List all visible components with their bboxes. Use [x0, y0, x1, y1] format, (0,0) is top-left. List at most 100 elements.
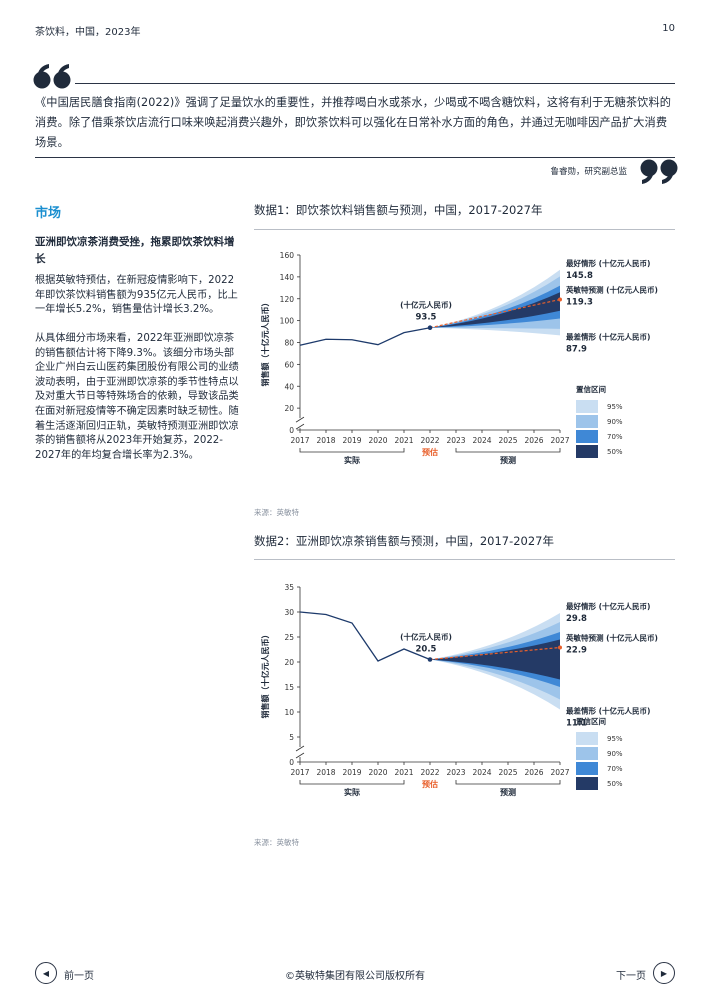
- x-tick-label: 2018: [316, 768, 335, 777]
- legend-label: 90%: [607, 418, 623, 426]
- actual-last-point: [427, 325, 433, 331]
- actual-bracket: [299, 780, 405, 785]
- scenario-label: 最好情形 (十亿元人民币): [566, 601, 650, 611]
- annotation-value: 20.5: [416, 645, 437, 655]
- quote-divider-bottom: [35, 157, 675, 158]
- scenario-label: 最好情形 (十亿元人民币): [566, 258, 650, 268]
- figure-1-divider: [254, 229, 675, 230]
- legend-label: 70%: [607, 433, 623, 441]
- y-tick-label: 100: [280, 317, 295, 326]
- forecast-central-line: [429, 646, 561, 661]
- body-paragraph: 根据英敏特预估，在新冠疫情影响下，2022年即饮茶饮料销售额为935亿元人民币，…: [35, 275, 238, 316]
- axis-break-mark: [295, 745, 305, 759]
- group-label-forecast: 预测: [500, 455, 516, 465]
- scenario-value: 87.9: [566, 344, 587, 354]
- open-quote-icon: [33, 64, 71, 89]
- legend-title: 置信区间: [576, 384, 606, 394]
- x-tick-label: 2027: [550, 768, 569, 777]
- prev-page-button[interactable]: ◀: [35, 962, 57, 984]
- x-tick-label: 2017: [290, 436, 309, 445]
- y-tick-label: 30: [284, 608, 294, 617]
- y-tick-label: 25: [284, 633, 294, 642]
- section-title: 市场: [35, 206, 62, 221]
- x-tick-label: 2024: [472, 436, 491, 445]
- group-label-estimate: 预估: [422, 447, 438, 457]
- close-quote-icon: [640, 159, 678, 184]
- section-subtitle: 亚洲即饮凉茶消费受挫，拖累即饮茶饮料增长: [35, 236, 235, 265]
- figure-1-title: 数据1：即饮茶饮料销售额与预测，中国，2017-2027年: [254, 203, 543, 217]
- actual-series-line: [299, 611, 431, 662]
- y-tick-label: 60: [284, 360, 294, 369]
- legend-label: 50%: [607, 780, 623, 788]
- legend-swatch: [576, 415, 598, 428]
- figure-2-divider: [254, 559, 675, 560]
- x-tick-label: 2019: [342, 768, 361, 777]
- legend-label: 70%: [607, 765, 623, 773]
- scenario-value: 22.9: [566, 646, 587, 656]
- group-label-forecast: 预测: [500, 787, 516, 797]
- legend-swatch: [576, 777, 598, 790]
- y-tick-label: 80: [284, 339, 294, 348]
- y-tick-label: 120: [280, 295, 295, 304]
- x-tick-label: 2026: [524, 768, 543, 777]
- legend-label: 50%: [607, 448, 623, 456]
- x-tick-label: 2019: [342, 436, 361, 445]
- y-tick-label: 20: [284, 404, 294, 413]
- legend-swatch: [576, 400, 598, 413]
- x-tick-label: 2020: [368, 436, 387, 445]
- page-number: 10: [662, 23, 675, 34]
- forecast-central-line: [429, 298, 561, 329]
- next-page-link[interactable]: 下一页: [616, 971, 646, 982]
- next-page-button[interactable]: ▶: [653, 962, 675, 984]
- forecast-point: [558, 297, 562, 302]
- copyright: ©英敏特集团有限公司版权所有: [285, 971, 425, 982]
- quote-author: 鲁睿勋，研究副总监: [550, 167, 627, 177]
- x-tick-label: 2020: [368, 768, 387, 777]
- scenario-value: 11.1: [566, 719, 587, 729]
- y-tick-label: 20: [284, 658, 294, 667]
- scenario-label: 英敏特预测 (十亿元人民币): [566, 285, 658, 295]
- annotation-unit: (十亿元人民币): [400, 632, 452, 642]
- y-axis-title: 销售额（十亿元人民币）: [260, 631, 270, 719]
- y-axis-title: 销售额（十亿元人民币）: [260, 299, 270, 387]
- y-tick-label: 0: [289, 758, 294, 767]
- ci-band-50: [430, 292, 560, 328]
- x-tick-label: 2018: [316, 436, 335, 445]
- y-tick-label: 15: [284, 683, 294, 692]
- legend-label: 95%: [607, 735, 623, 743]
- x-tick-label: 2022: [420, 436, 439, 445]
- ci-band-70: [430, 285, 560, 328]
- prev-page-link[interactable]: 前一页: [64, 971, 94, 982]
- scenario-value: 29.8: [566, 614, 587, 624]
- x-tick-label: 2025: [498, 436, 517, 445]
- y-tick-label: 0: [289, 426, 294, 435]
- scenario-value: 119.3: [566, 298, 593, 308]
- figure-1-source: 来源：英敏特: [254, 508, 299, 517]
- axis-break-mark: [295, 416, 305, 430]
- x-tick-label: 2026: [524, 436, 543, 445]
- x-tick-label: 2027: [550, 436, 569, 445]
- y-tick-label: 40: [284, 382, 294, 391]
- y-tick-label: 35: [284, 583, 294, 592]
- x-tick-label: 2025: [498, 768, 517, 777]
- report-header: 茶饮料，中国，2023年: [35, 27, 141, 38]
- x-tick-label: 2023: [446, 768, 465, 777]
- y-tick-label: 140: [280, 273, 295, 282]
- annotation-value: 93.5: [416, 313, 437, 323]
- actual-last-point: [427, 657, 433, 662]
- legend-label: 95%: [607, 403, 623, 411]
- legend-label: 90%: [607, 750, 623, 758]
- x-tick-label: 2021: [394, 768, 413, 777]
- quote-divider-top: [75, 83, 675, 84]
- scenario-value: 145.8: [566, 271, 593, 281]
- legend-swatch: [576, 445, 598, 458]
- scenario-label: 最差情形 (十亿元人民币): [566, 706, 650, 716]
- body-paragraph: 从具体细分市场来看，2022年亚洲即饮凉茶的销售额估计将下降9.3%。该细分市场…: [35, 333, 239, 461]
- legend-swatch: [576, 732, 598, 745]
- actual-series-line: [299, 327, 431, 346]
- figure-2-source: 来源：英敏特: [254, 838, 299, 847]
- legend-swatch: [576, 762, 598, 775]
- group-label-estimate: 预估: [422, 779, 438, 789]
- x-tick-label: 2022: [420, 768, 439, 777]
- actual-bracket: [299, 448, 405, 453]
